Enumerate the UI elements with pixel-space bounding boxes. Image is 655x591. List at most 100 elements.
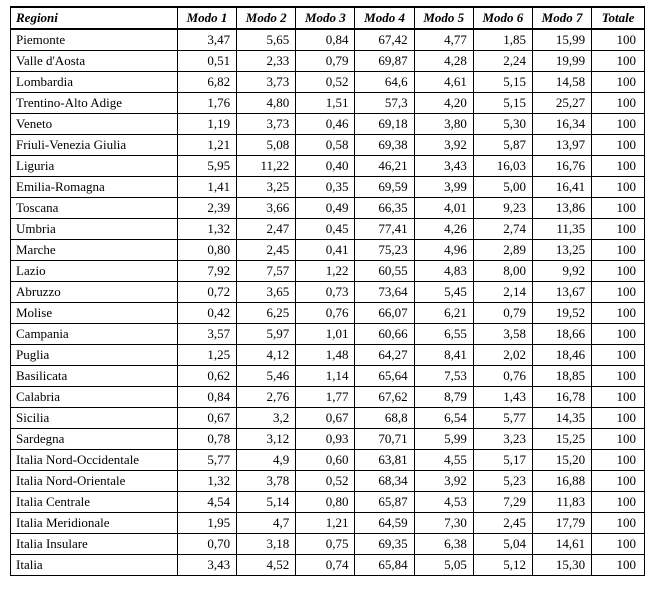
value-cell: 8,00 (473, 261, 532, 282)
value-cell: 5,97 (237, 324, 296, 345)
value-cell: 5,08 (237, 135, 296, 156)
table-row: Molise0,426,250,7666,076,210,7919,52100 (11, 303, 645, 324)
table-row: Campania3,575,971,0160,666,553,5818,6610… (11, 324, 645, 345)
value-cell: 1,76 (177, 93, 236, 114)
value-cell: 68,34 (355, 471, 414, 492)
value-cell: 6,25 (237, 303, 296, 324)
value-cell: 3,47 (177, 29, 236, 51)
value-cell: 5,00 (473, 177, 532, 198)
value-cell: 4,52 (237, 555, 296, 576)
value-cell: 15,99 (532, 29, 591, 51)
table-row: Valle d'Aosta0,512,330,7969,874,282,2419… (11, 51, 645, 72)
value-cell: 1,22 (296, 261, 355, 282)
total-cell: 100 (592, 72, 645, 93)
region-cell: Basilicata (11, 366, 178, 387)
value-cell: 5,05 (414, 555, 473, 576)
value-cell: 4,26 (414, 219, 473, 240)
table-row: Basilicata0,625,461,1465,647,530,7618,85… (11, 366, 645, 387)
total-cell: 100 (592, 240, 645, 261)
value-cell: 0,60 (296, 450, 355, 471)
value-cell: 6,54 (414, 408, 473, 429)
value-cell: 18,46 (532, 345, 591, 366)
value-cell: 2,45 (237, 240, 296, 261)
value-cell: 0,67 (177, 408, 236, 429)
value-cell: 0,49 (296, 198, 355, 219)
table-body: Piemonte3,475,650,8467,424,771,8515,9910… (11, 29, 645, 576)
value-cell: 0,84 (177, 387, 236, 408)
value-cell: 4,7 (237, 513, 296, 534)
region-cell: Italia Centrale (11, 492, 178, 513)
value-cell: 6,38 (414, 534, 473, 555)
value-cell: 1,43 (473, 387, 532, 408)
value-cell: 3,57 (177, 324, 236, 345)
table-row: Veneto1,193,730,4669,183,805,3016,34100 (11, 114, 645, 135)
value-cell: 3,80 (414, 114, 473, 135)
value-cell: 25,27 (532, 93, 591, 114)
value-cell: 3,18 (237, 534, 296, 555)
region-cell: Marche (11, 240, 178, 261)
value-cell: 0,79 (473, 303, 532, 324)
value-cell: 77,41 (355, 219, 414, 240)
value-cell: 6,82 (177, 72, 236, 93)
value-cell: 57,3 (355, 93, 414, 114)
value-cell: 0,75 (296, 534, 355, 555)
value-cell: 19,99 (532, 51, 591, 72)
value-cell: 5,46 (237, 366, 296, 387)
table-row: Italia3,434,520,7465,845,055,1215,30100 (11, 555, 645, 576)
table-row: Friuli-Venezia Giulia1,215,080,5869,383,… (11, 135, 645, 156)
value-cell: 1,77 (296, 387, 355, 408)
header-modo-5: Modo 5 (414, 7, 473, 29)
value-cell: 18,85 (532, 366, 591, 387)
value-cell: 69,59 (355, 177, 414, 198)
header-totale: Totale (592, 7, 645, 29)
value-cell: 1,19 (177, 114, 236, 135)
table-row: Toscana2,393,660,4966,354,019,2313,86100 (11, 198, 645, 219)
value-cell: 2,76 (237, 387, 296, 408)
value-cell: 4,96 (414, 240, 473, 261)
region-cell: Emilia-Romagna (11, 177, 178, 198)
value-cell: 0,51 (177, 51, 236, 72)
table-row: Emilia-Romagna1,413,250,3569,593,995,001… (11, 177, 645, 198)
header-modo-6: Modo 6 (473, 7, 532, 29)
total-cell: 100 (592, 345, 645, 366)
table-row: Lazio7,927,571,2260,554,838,009,92100 (11, 261, 645, 282)
table-row: Italia Meridionale1,954,71,2164,597,302,… (11, 513, 645, 534)
value-cell: 5,65 (237, 29, 296, 51)
region-cell: Veneto (11, 114, 178, 135)
table-row: Puglia1,254,121,4864,278,412,0218,46100 (11, 345, 645, 366)
value-cell: 3,58 (473, 324, 532, 345)
data-table: Regioni Modo 1 Modo 2 Modo 3 Modo 4 Modo… (10, 6, 645, 576)
value-cell: 16,41 (532, 177, 591, 198)
value-cell: 15,20 (532, 450, 591, 471)
value-cell: 64,6 (355, 72, 414, 93)
region-cell: Trentino-Alto Adige (11, 93, 178, 114)
value-cell: 16,76 (532, 156, 591, 177)
total-cell: 100 (592, 51, 645, 72)
value-cell: 0,40 (296, 156, 355, 177)
table-row: Umbria1,322,470,4577,414,262,7411,35100 (11, 219, 645, 240)
value-cell: 0,52 (296, 72, 355, 93)
header-modo-7: Modo 7 (532, 7, 591, 29)
total-cell: 100 (592, 261, 645, 282)
value-cell: 5,04 (473, 534, 532, 555)
value-cell: 1,32 (177, 219, 236, 240)
value-cell: 0,70 (177, 534, 236, 555)
value-cell: 0,45 (296, 219, 355, 240)
value-cell: 2,39 (177, 198, 236, 219)
table-row: Liguria5,9511,220,4046,213,4316,0316,761… (11, 156, 645, 177)
header-regioni: Regioni (11, 7, 178, 29)
value-cell: 2,33 (237, 51, 296, 72)
header-modo-2: Modo 2 (237, 7, 296, 29)
value-cell: 1,85 (473, 29, 532, 51)
value-cell: 0,72 (177, 282, 236, 303)
value-cell: 67,42 (355, 29, 414, 51)
value-cell: 65,87 (355, 492, 414, 513)
value-cell: 7,30 (414, 513, 473, 534)
value-cell: 3,92 (414, 471, 473, 492)
value-cell: 13,25 (532, 240, 591, 261)
total-cell: 100 (592, 555, 645, 576)
value-cell: 6,21 (414, 303, 473, 324)
value-cell: 2,89 (473, 240, 532, 261)
value-cell: 1,21 (177, 135, 236, 156)
value-cell: 66,07 (355, 303, 414, 324)
